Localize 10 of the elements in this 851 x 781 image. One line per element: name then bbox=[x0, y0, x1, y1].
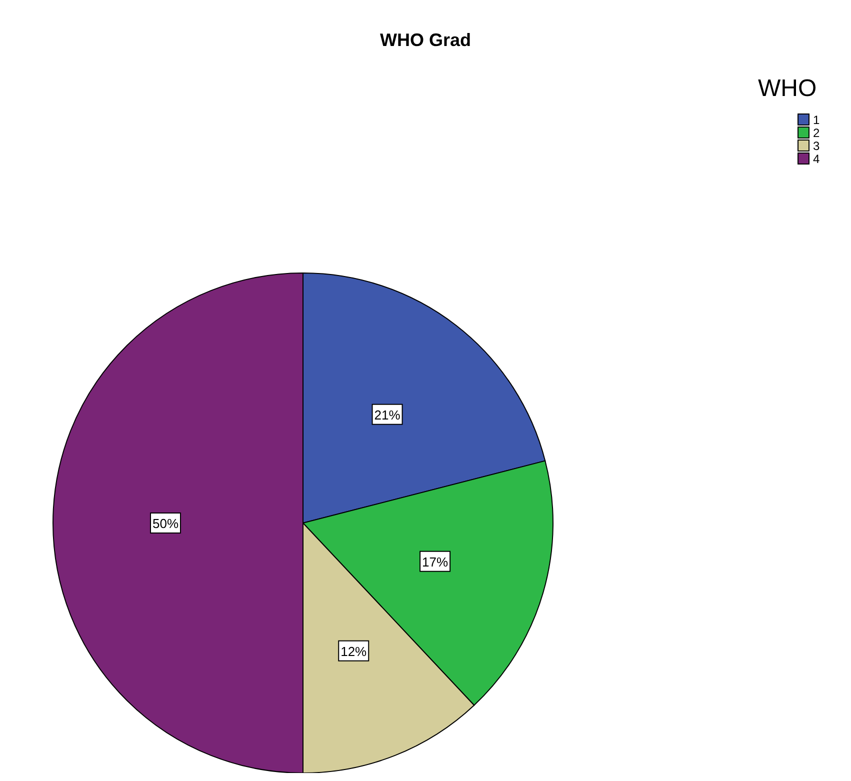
legend-label: 1 bbox=[813, 113, 820, 127]
legend-label: 3 bbox=[813, 139, 820, 153]
legend-title: WHO bbox=[758, 75, 817, 102]
data-label: 50% bbox=[152, 516, 179, 531]
legend-label: 2 bbox=[813, 126, 820, 140]
data-label: 21% bbox=[374, 407, 401, 422]
chart-title: WHO Grad bbox=[380, 30, 472, 50]
legend-label: 4 bbox=[813, 152, 820, 166]
data-label: 17% bbox=[422, 554, 448, 570]
data-label: 12% bbox=[340, 644, 368, 659]
